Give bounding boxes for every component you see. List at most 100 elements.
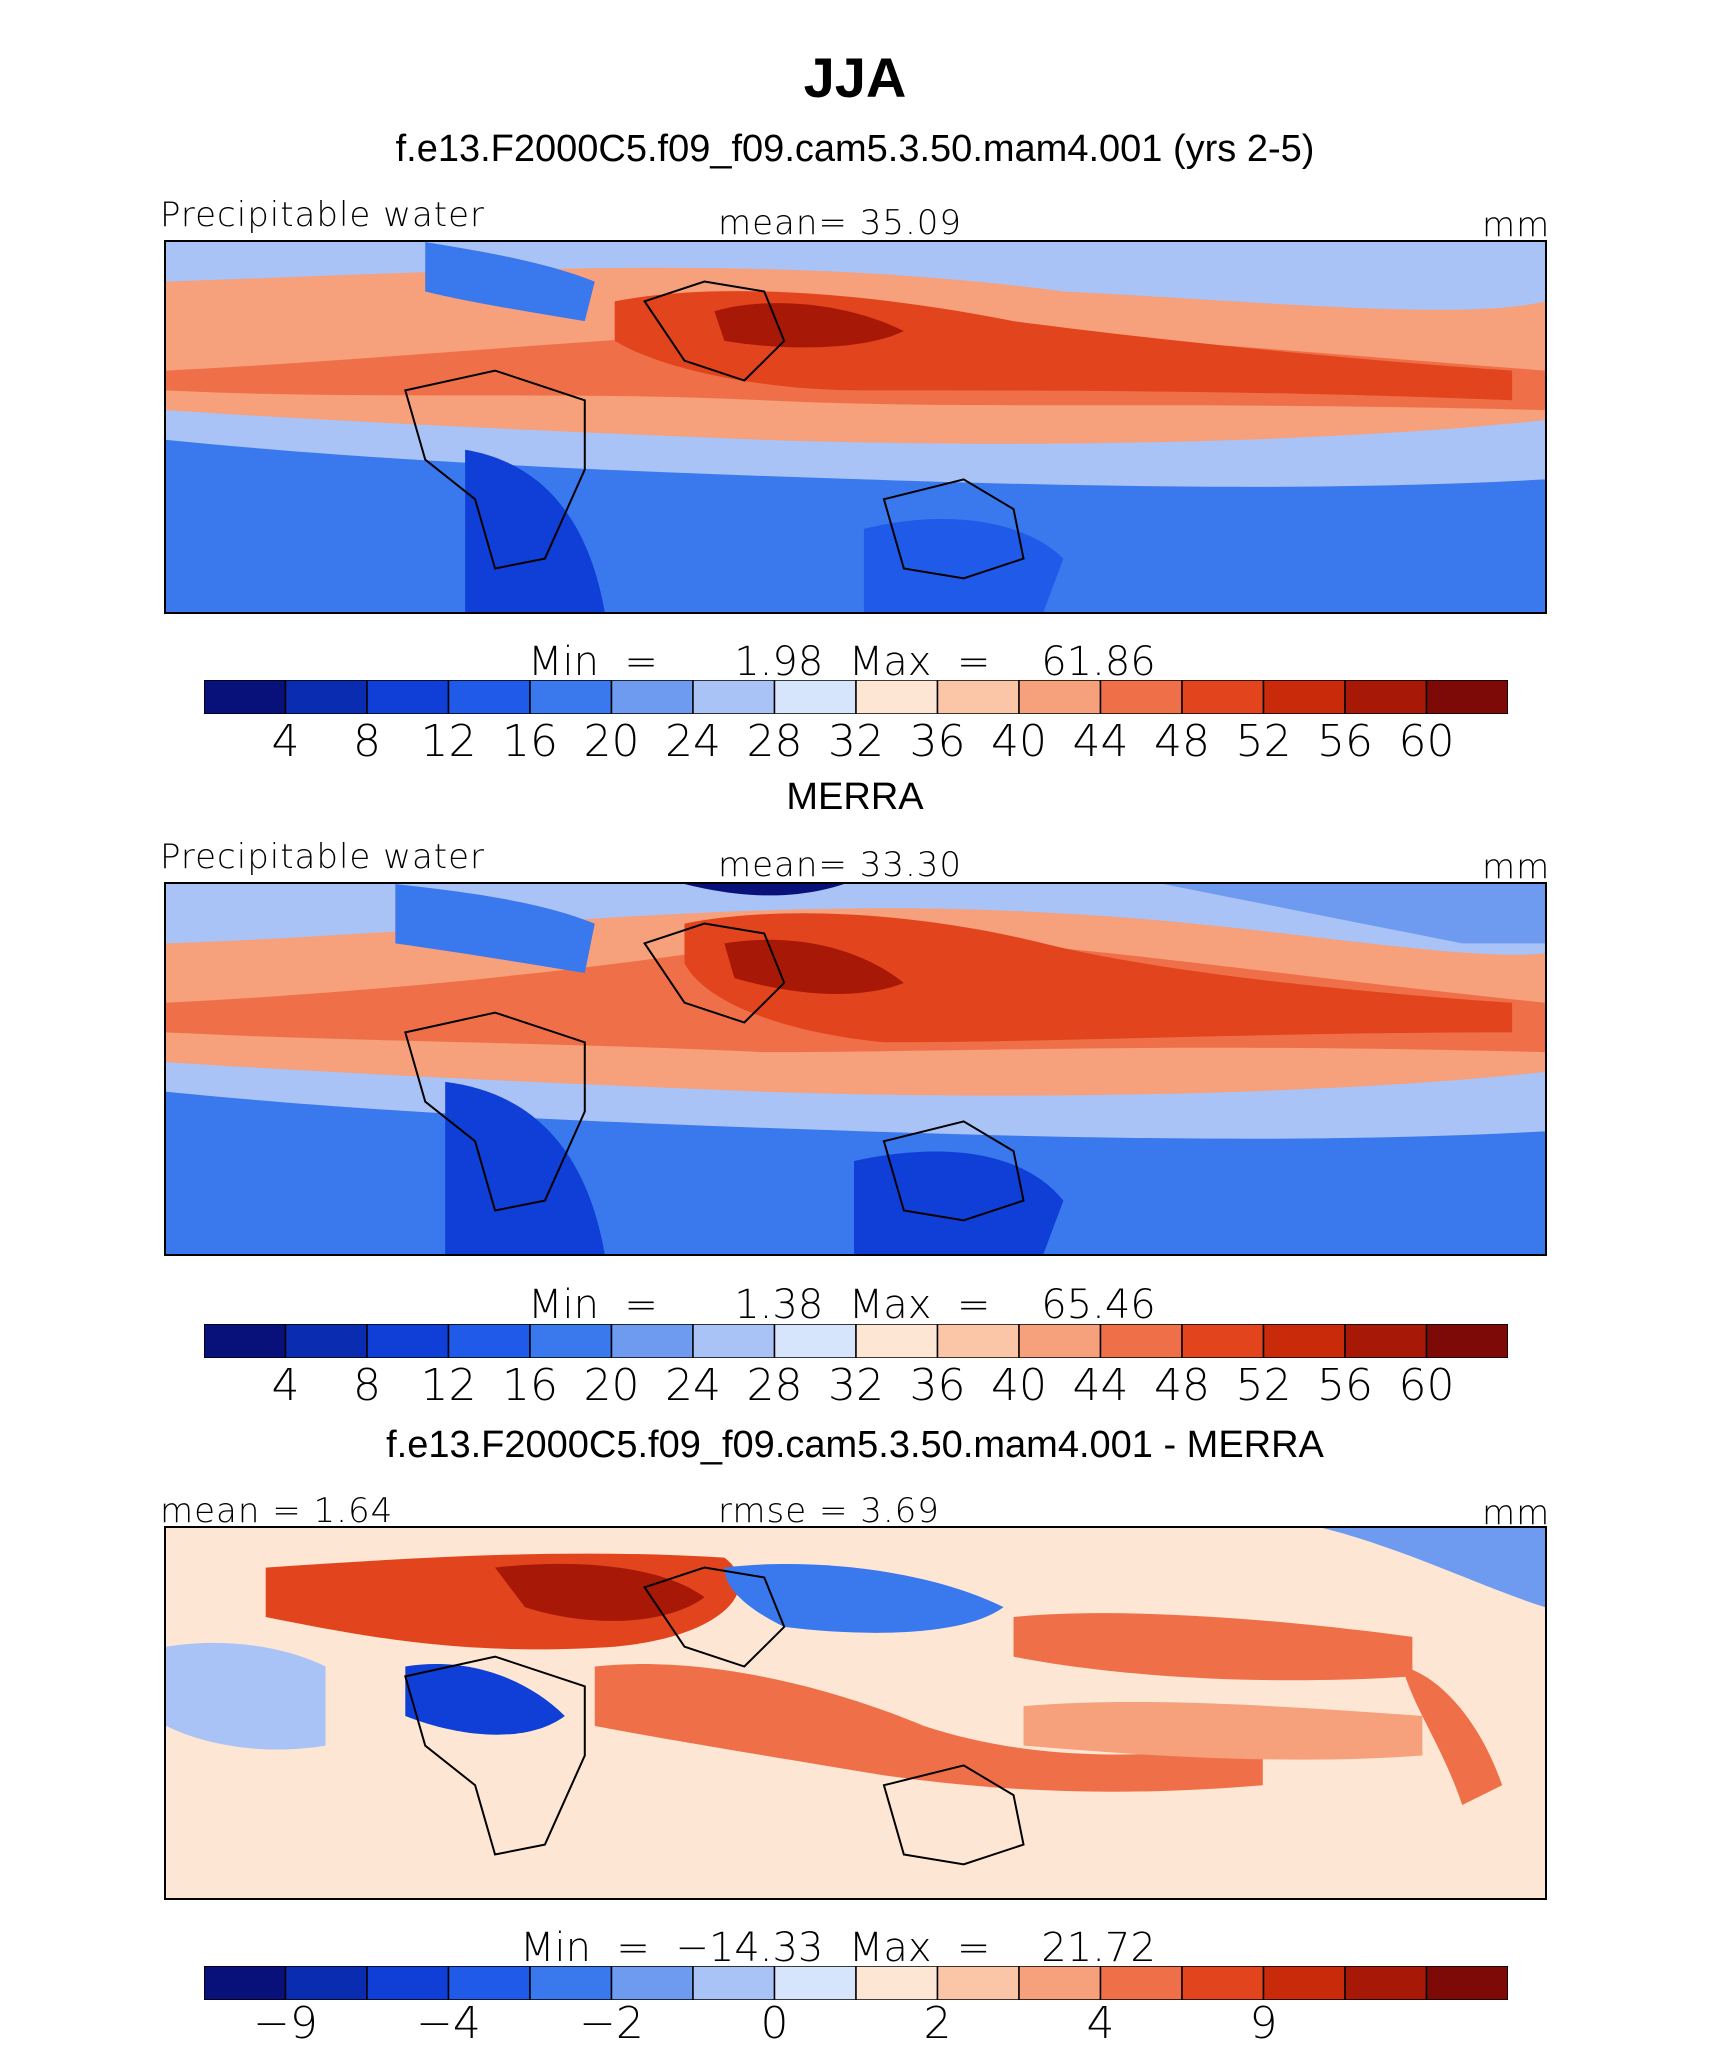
- colorbar-tick-label: 16: [502, 716, 558, 767]
- colorbar-swatch: [366, 1966, 450, 2000]
- colorbar-swatch: [1099, 680, 1183, 714]
- colorbar-swatch: [692, 1966, 776, 2000]
- panel-diff-minmax: Min = −14.33 Max = 21.72: [520, 1925, 1156, 1971]
- colorbar-tick-label: 20: [583, 1360, 640, 1411]
- colorbar-swatch: [1344, 1966, 1428, 2000]
- colorbar-swatch: [529, 680, 613, 714]
- colorbar-tick-label: 48: [1154, 716, 1210, 767]
- colorbar-swatch: [284, 1324, 368, 1358]
- panel-merra-units-label: mm: [1482, 847, 1551, 887]
- panel-merra-colorbar-swatches: [204, 1324, 1508, 1358]
- colorbar-tick-label: 0: [760, 1998, 789, 2049]
- colorbar-tick-label: 4: [271, 716, 300, 767]
- colorbar-tick-label: 52: [1235, 1360, 1292, 1411]
- panel-merra-colorbar: [204, 1324, 1508, 1358]
- panel-diff-mean-label: mean = 1.64: [160, 1491, 394, 1531]
- colorbar-swatch: [1262, 1966, 1346, 2000]
- panel-model-variable-label: Precipitable water: [160, 195, 486, 235]
- colorbar-swatch: [1262, 1324, 1346, 1358]
- colorbar-swatch: [855, 1966, 939, 2000]
- colorbar-swatch: [447, 680, 531, 714]
- colorbar-tick-label: 24: [665, 1360, 721, 1411]
- colorbar-swatch: [692, 680, 776, 714]
- colorbar-swatch: [936, 680, 1020, 714]
- colorbar-tick-label: 20: [583, 716, 640, 767]
- panel-merra-variable-label: Precipitable water: [160, 837, 486, 877]
- panel-diff-rmse-label: rmse = 3.69: [718, 1491, 940, 1531]
- colorbar-tick-label: 8: [353, 1360, 381, 1411]
- colorbar-swatch: [855, 680, 939, 714]
- colorbar-swatch: [204, 1966, 287, 2000]
- colorbar-tick-label: 56: [1317, 1360, 1373, 1411]
- panel-model-colorbar-swatches: [204, 680, 1508, 714]
- colorbar-tick-label: 44: [1072, 1360, 1129, 1411]
- colorbar-tick-label: 40: [991, 716, 1047, 767]
- panel-merra-map: [164, 882, 1547, 1256]
- panel-merra-mean-label: mean= 33.30: [718, 845, 963, 885]
- colorbar-swatch: [1181, 1966, 1265, 2000]
- colorbar-swatch: [529, 1324, 613, 1358]
- colorbar-swatch: [284, 1966, 368, 2000]
- colorbar-tick-label: 60: [1398, 716, 1455, 767]
- colorbar-tick-label: −4: [416, 1998, 481, 2049]
- colorbar-tick-label: 60: [1398, 1360, 1455, 1411]
- panel-model-title: f.e13.F2000C5.f09_f09.cam5.3.50.mam4.001…: [395, 128, 1315, 170]
- colorbar-swatch: [692, 1324, 776, 1358]
- colorbar-swatch: [1425, 1966, 1508, 2000]
- colorbar-tick-label: 4: [271, 1360, 300, 1411]
- colorbar-swatch: [610, 1966, 694, 2000]
- panel-diff-units-label: mm: [1482, 1493, 1551, 1533]
- colorbar-tick-label: 28: [746, 716, 803, 767]
- colorbar-swatch: [773, 680, 857, 714]
- panel-diff-colorbar: [204, 1966, 1508, 2000]
- colorbar-swatch: [447, 1966, 531, 2000]
- colorbar-tick-label: 32: [828, 1360, 884, 1411]
- panel-model-minmax: Min = 1.98 Max = 61.86: [528, 639, 1156, 685]
- panel-merra-colorbar-ticks: 4 8 12 16 20 24 28 32 36 40 44 48 52 56 60: [204, 1364, 1508, 1412]
- colorbar-swatch: [610, 680, 694, 714]
- panel-model-units-label: mm: [1482, 205, 1551, 245]
- colorbar-tick-label: 36: [909, 716, 966, 767]
- colorbar-swatch: [1181, 680, 1265, 714]
- panel-merra-heatmap: [166, 884, 1545, 1254]
- panel-diff-heatmap: [166, 1528, 1545, 1898]
- colorbar-swatch: [204, 1324, 287, 1358]
- colorbar-swatch: [1181, 1324, 1265, 1358]
- colorbar-tick-label: 12: [420, 1360, 477, 1411]
- panel-model-heatmap: [166, 242, 1545, 612]
- panel-diff-title: f.e13.F2000C5.f09_f09.cam5.3.50.mam4.001…: [386, 1424, 1324, 1466]
- panel-model-colorbar-ticks: 4 8 12 16 20 24 28 32 36 40 44 48 52 56 60: [204, 720, 1508, 768]
- colorbar-swatch: [936, 1324, 1020, 1358]
- colorbar-tick-label: 8: [353, 716, 381, 767]
- colorbar-tick-label: 24: [665, 716, 721, 767]
- colorbar-tick-label: 36: [909, 1360, 966, 1411]
- colorbar-swatch: [366, 680, 450, 714]
- colorbar-tick-label: −9: [253, 1998, 318, 2049]
- colorbar-swatch: [1344, 680, 1428, 714]
- panel-diff-colorbar-swatches: [204, 1966, 1508, 2000]
- colorbar-swatch: [1018, 1324, 1102, 1358]
- colorbar-tick-label: 40: [991, 1360, 1047, 1411]
- colorbar-swatch: [284, 680, 368, 714]
- panel-diff-colorbar-ticks: −9 −4 −2 0 2 4 9: [204, 2002, 1508, 2050]
- colorbar-tick-label: 12: [420, 716, 477, 767]
- colorbar-swatch: [366, 1324, 450, 1358]
- panel-model-mean-label: mean= 35.09: [718, 203, 963, 243]
- panel-merra-title: MERRA: [786, 776, 924, 818]
- colorbar-swatch: [610, 1324, 694, 1358]
- figure-title: JJA: [803, 46, 907, 109]
- colorbar-tick-label: 32: [828, 716, 884, 767]
- panel-model-map: [164, 240, 1547, 614]
- colorbar-swatch: [1344, 1324, 1428, 1358]
- colorbar-swatch: [1099, 1324, 1183, 1358]
- colorbar-swatch: [1018, 1966, 1102, 2000]
- colorbar-tick-label: 44: [1072, 716, 1129, 767]
- colorbar-tick-label: 48: [1154, 1360, 1210, 1411]
- colorbar-tick-label: 56: [1317, 716, 1373, 767]
- colorbar-tick-label: 4: [1086, 1998, 1115, 2049]
- colorbar-tick-label: 28: [746, 1360, 803, 1411]
- colorbar-tick-label: 2: [923, 1998, 952, 2049]
- colorbar-swatch: [447, 1324, 531, 1358]
- colorbar-swatch: [1262, 680, 1346, 714]
- colorbar-swatch: [529, 1966, 613, 2000]
